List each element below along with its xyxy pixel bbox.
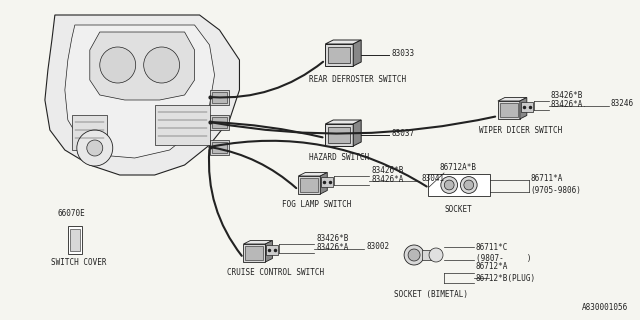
Bar [521,102,533,112]
Bar [321,177,333,187]
Polygon shape [353,40,361,66]
Text: 83246: 83246 [611,99,634,108]
Text: 83426*A: 83426*A [551,100,583,109]
Text: 66070E: 66070E [58,209,86,218]
Bar [428,174,490,196]
Circle shape [441,177,458,193]
Text: 86712*B(PLUG): 86712*B(PLUG) [476,274,536,283]
Polygon shape [325,120,361,124]
Text: 83426*A: 83426*A [316,243,349,252]
Circle shape [143,47,180,83]
Text: CRUISE CONTROL SWITCH: CRUISE CONTROL SWITCH [227,268,324,277]
Polygon shape [45,15,239,175]
Bar [72,115,107,150]
Circle shape [460,177,477,193]
Text: (9705-9806): (9705-9806) [531,186,582,195]
Text: 86711*C: 86711*C [476,243,508,252]
Bar [212,142,227,153]
Text: A830001056: A830001056 [582,303,628,312]
Bar [212,117,227,128]
Circle shape [404,245,424,265]
Text: SOCKET (BIMETAL): SOCKET (BIMETAL) [394,290,468,299]
Text: 86711*A: 86711*A [531,173,563,182]
Text: SOCKET: SOCKET [444,205,472,214]
Bar [70,229,80,251]
Bar [328,127,350,143]
Polygon shape [243,241,273,244]
Text: 83033: 83033 [391,49,414,58]
Bar [209,90,230,105]
Polygon shape [65,25,214,158]
Circle shape [444,180,454,190]
Text: 83426*B: 83426*B [551,91,583,100]
Bar [155,105,209,145]
Text: (9807-     ): (9807- ) [476,253,531,262]
Text: HAZARD SWITCH: HAZARD SWITCH [309,153,369,162]
Text: REAR DEFROSTER SWITCH: REAR DEFROSTER SWITCH [309,75,406,84]
Text: 83041: 83041 [421,174,444,183]
Polygon shape [320,172,327,194]
Polygon shape [353,120,361,146]
Bar [422,250,436,260]
Bar [300,178,318,192]
Text: FOG LAMP SWITCH: FOG LAMP SWITCH [282,200,352,209]
Circle shape [429,248,443,262]
Bar [243,244,266,262]
Bar [246,246,264,260]
Polygon shape [266,241,273,262]
Circle shape [87,140,103,156]
Circle shape [100,47,136,83]
Polygon shape [520,98,527,119]
Circle shape [408,249,420,261]
Circle shape [77,130,113,166]
Text: 86712A*B: 86712A*B [439,163,476,172]
Text: 86712*A: 86712*A [476,262,508,271]
Text: WIPER DICER SWITCH: WIPER DICER SWITCH [479,126,562,135]
Polygon shape [90,32,195,100]
Bar [325,44,353,66]
Text: 83002: 83002 [366,242,389,251]
Polygon shape [498,98,527,101]
Text: 83426*B: 83426*B [371,166,404,175]
Bar [212,92,227,103]
Text: SWITCH COVER: SWITCH COVER [51,258,106,267]
Text: 83426*B: 83426*B [316,234,349,243]
Bar [325,124,353,146]
Bar [209,140,230,155]
Bar [209,115,230,130]
Bar [68,226,82,254]
Text: 83037: 83037 [391,129,414,138]
Bar [266,245,278,255]
Circle shape [464,180,474,190]
Bar [500,103,518,117]
Polygon shape [298,172,327,176]
Polygon shape [325,40,361,44]
Text: 83426*A: 83426*A [371,175,404,184]
Bar [498,101,520,119]
Bar [298,176,320,194]
Bar [328,47,350,63]
